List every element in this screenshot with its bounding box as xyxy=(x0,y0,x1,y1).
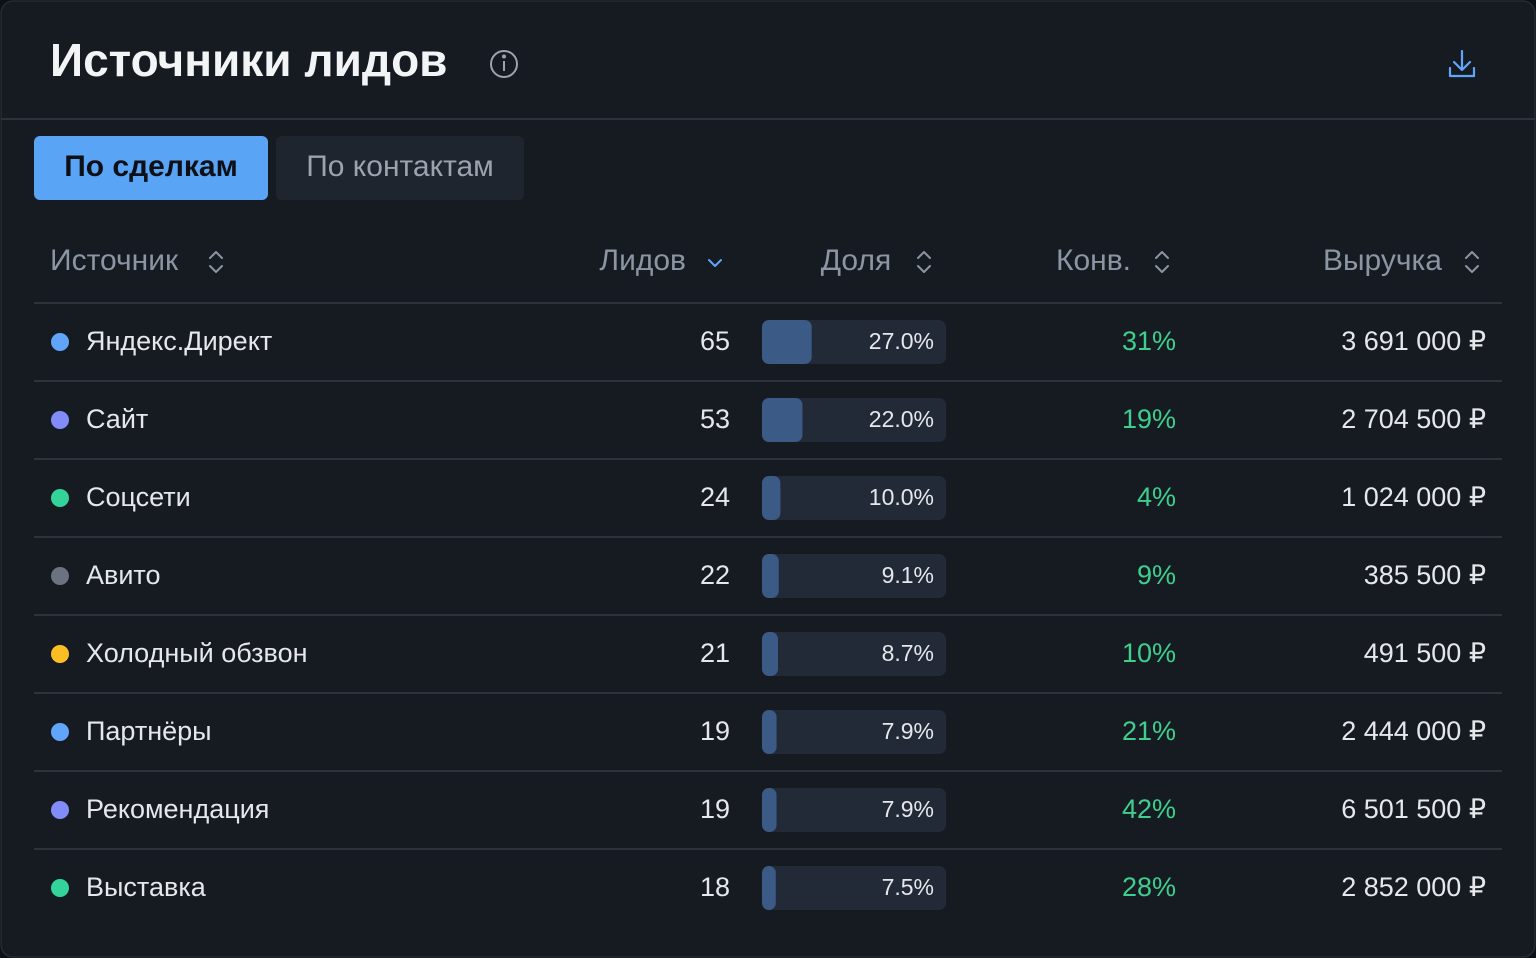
revenue: 3 691 000 ₽ xyxy=(1341,326,1486,356)
leads: 19 xyxy=(700,716,730,746)
column-header[interactable]: Источник xyxy=(50,244,179,277)
share-track xyxy=(762,554,946,598)
revenue: 2 852 000 ₽ xyxy=(1341,872,1486,902)
share-label: 8.7% xyxy=(882,640,934,666)
share-track xyxy=(762,632,946,676)
sort-icons[interactable] xyxy=(209,251,1479,273)
share-label: 7.9% xyxy=(882,718,934,744)
share-label: 7.9% xyxy=(882,796,934,822)
source-name: Авито xyxy=(86,560,161,590)
revenue: 491 500 ₽ xyxy=(1364,638,1486,668)
share-track xyxy=(762,788,946,832)
tab-label[interactable]: По сделкам xyxy=(64,150,238,183)
share-label: 22.0% xyxy=(869,406,934,432)
leads: 21 xyxy=(700,638,730,668)
share-track xyxy=(762,866,946,910)
title: Источники лидов xyxy=(50,34,447,86)
table-header: Источник Лидов Доля Конв. Выручка xyxy=(50,244,1442,277)
conversion: 10% xyxy=(1122,638,1176,668)
conversion: 31% xyxy=(1122,326,1176,356)
revenue: 2 704 500 ₽ xyxy=(1341,404,1486,434)
share-bar xyxy=(762,476,781,520)
share-bar xyxy=(762,632,779,676)
conversion: 28% xyxy=(1122,872,1176,902)
download-icon[interactable] xyxy=(1448,49,1476,78)
share-bar xyxy=(762,398,803,442)
conversion: 9% xyxy=(1137,560,1176,590)
source-name: Яндекс.Директ xyxy=(86,326,272,356)
source-dot xyxy=(51,411,69,429)
revenue: 385 500 ₽ xyxy=(1364,560,1486,590)
share-label: 10.0% xyxy=(869,484,934,510)
tab-bg[interactable] xyxy=(34,136,268,200)
share-label: 9.1% xyxy=(882,562,934,588)
source-dot xyxy=(51,645,69,663)
leads: 22 xyxy=(700,560,730,590)
source-name: Выставка xyxy=(86,872,207,902)
source-name: Сайт xyxy=(86,404,148,434)
share-bar xyxy=(762,320,812,364)
share-track xyxy=(762,476,946,520)
leads: 65 xyxy=(700,326,730,356)
share-bar xyxy=(762,788,777,832)
share-track xyxy=(762,710,946,754)
conversion: 21% xyxy=(1122,716,1176,746)
source-name: Соцсети xyxy=(86,482,191,512)
conversion: 42% xyxy=(1122,794,1176,824)
source-dot xyxy=(51,567,69,585)
source-dot xyxy=(51,801,69,819)
column-header[interactable]: Лидов xyxy=(599,244,686,277)
table-body: Яндекс.Директ 65 27.0% 31% 3 691 000 ₽ Сайт 53… xyxy=(34,320,1502,910)
share-track xyxy=(762,398,946,442)
source-dot xyxy=(51,879,69,897)
tab-bg[interactable] xyxy=(276,136,524,200)
leads: 19 xyxy=(700,794,730,824)
share-label: 7.5% xyxy=(882,874,934,900)
share-bar xyxy=(762,554,779,598)
revenue: 2 444 000 ₽ xyxy=(1341,716,1486,746)
leads: 53 xyxy=(700,404,730,434)
share-bar xyxy=(762,866,776,910)
tab-label[interactable]: По контактам xyxy=(306,150,494,183)
tabs: По сделкам По контактам xyxy=(34,136,524,200)
source-name: Холодный обзвон xyxy=(86,638,308,668)
source-dot xyxy=(51,489,69,507)
leads: 24 xyxy=(700,482,730,512)
column-header[interactable]: Конв. xyxy=(1056,244,1131,277)
leads: 18 xyxy=(700,872,730,902)
column-header[interactable]: Доля xyxy=(821,244,891,277)
conversion: 4% xyxy=(1137,482,1176,512)
source-name: Рекомендация xyxy=(86,794,269,824)
share-label: 27.0% xyxy=(869,328,934,354)
revenue: 6 501 500 ₽ xyxy=(1341,794,1486,824)
info-icon[interactable] xyxy=(490,50,518,78)
source-name: Партнёры xyxy=(86,716,212,746)
source-dot xyxy=(51,333,69,351)
share-bar xyxy=(762,710,777,754)
column-header[interactable]: Выручка xyxy=(1323,244,1442,277)
source-dot xyxy=(51,723,69,741)
revenue: 1 024 000 ₽ xyxy=(1341,482,1486,512)
conversion: 19% xyxy=(1122,404,1176,434)
